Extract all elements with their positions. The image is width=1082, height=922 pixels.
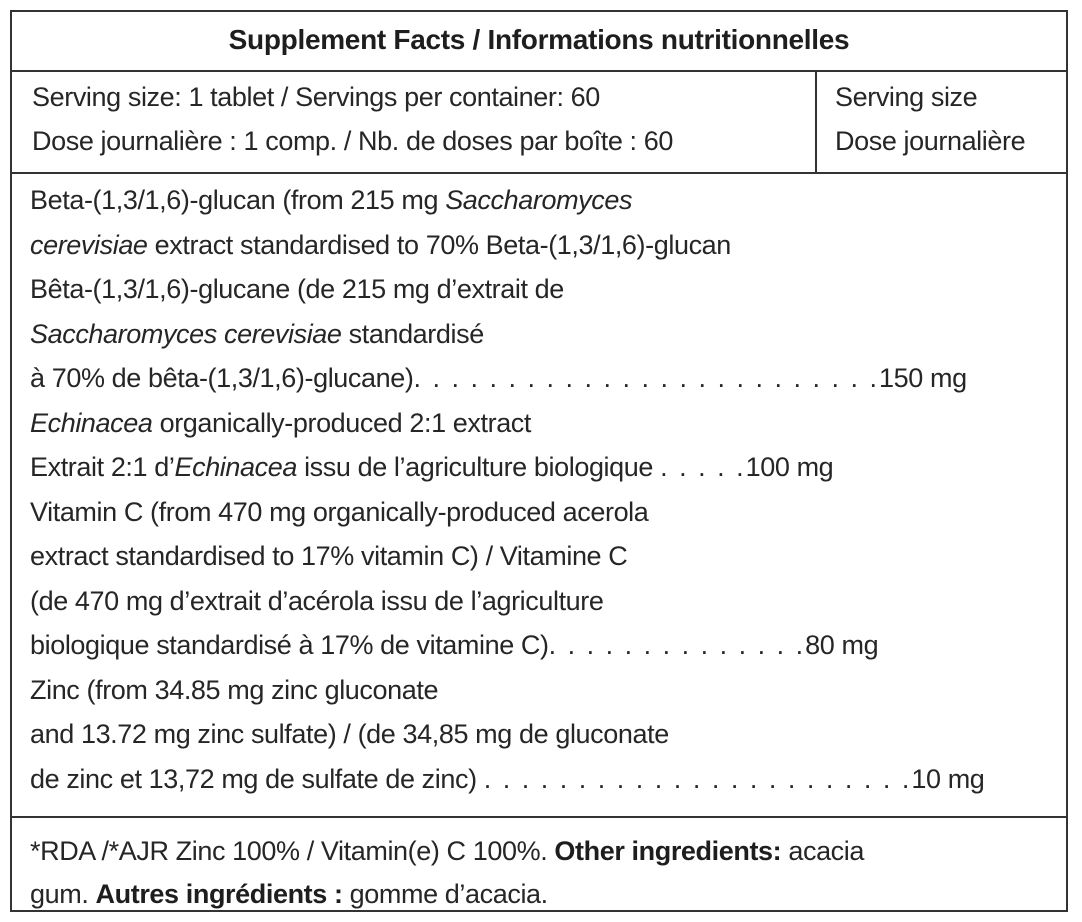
- panel-title: Supplement Facts / Informations nutritio…: [12, 12, 1066, 72]
- serving-size-label-fr: Dose journalière: [835, 126, 1026, 156]
- ingredient-line: cerevisiae extract standardised to 70% B…: [30, 229, 731, 260]
- ingredient-line: Zinc (from 34.85 mg zinc gluconate: [30, 674, 439, 705]
- serving-info: Serving size: 1 tablet / Servings per co…: [12, 72, 817, 172]
- ingredient-list: Beta-(1,3/1,6)-glucan (from 215 mg Sacch…: [12, 174, 1066, 818]
- footer-line: gum. Autres ingrédients : gomme d’acacia…: [30, 879, 548, 909]
- ingredient-line: Bêta-(1,3/1,6)-glucane (de 215 mg d’extr…: [30, 274, 564, 304]
- footer-notes: *RDA /*AJR Zinc 100% / Vitamin(e) C 100%…: [12, 818, 1066, 910]
- supplement-facts-panel: Supplement Facts / Informations nutritio…: [10, 10, 1068, 912]
- ingredient-line: (de 470 mg d’extrait d’acérola issu de l…: [30, 585, 604, 616]
- ingredient-line: Beta-(1,3/1,6)-glucan (from 215 mg Sacch…: [30, 185, 633, 215]
- amount-echinacea: 100 mg: [745, 452, 834, 482]
- serving-row: Serving size: 1 tablet / Servings per co…: [12, 72, 1066, 174]
- ingredient-line: and 13.72 mg zinc sulfate) / (de 34,85 m…: [30, 719, 669, 749]
- serving-line-fr: Dose journalière : 1 comp. / Nb. de dose…: [32, 126, 673, 156]
- ingredient-amount-line: Extrait 2:1 d’Echinacea issu de l’agricu…: [30, 452, 834, 482]
- serving-size-header: Serving size Dose journalière: [817, 72, 1066, 172]
- serving-size-label-en: Serving size: [835, 82, 978, 112]
- ingredient-line: Saccharomyces cerevisiae standardisé: [30, 318, 484, 349]
- amount-beta-glucan: 150 mg: [879, 363, 967, 393]
- ingredient-amount-line: à 70% de bêta-(1,3/1,6)-glucane). . . . …: [30, 363, 967, 393]
- amount-vitamin-c: 80 mg: [805, 630, 879, 660]
- ingredient-amount-line: biologique standardisé à 17% de vitamine…: [30, 630, 879, 660]
- ingredient-line: Echinacea organically-produced 2:1 extra…: [30, 407, 532, 438]
- serving-line-en: Serving size: 1 tablet / Servings per co…: [32, 82, 600, 112]
- ingredient-line: extract standardised to 17% vitamin C) /…: [30, 541, 628, 571]
- amount-zinc: 10 mg: [911, 763, 985, 794]
- footer-line: *RDA /*AJR Zinc 100% / Vitamin(e) C 100%…: [30, 836, 864, 866]
- ingredient-amount-line: de zinc et 13,72 mg de sulfate de zinc) …: [30, 763, 985, 794]
- ingredient-line: Vitamin C (from 470 mg organically-produ…: [30, 496, 649, 527]
